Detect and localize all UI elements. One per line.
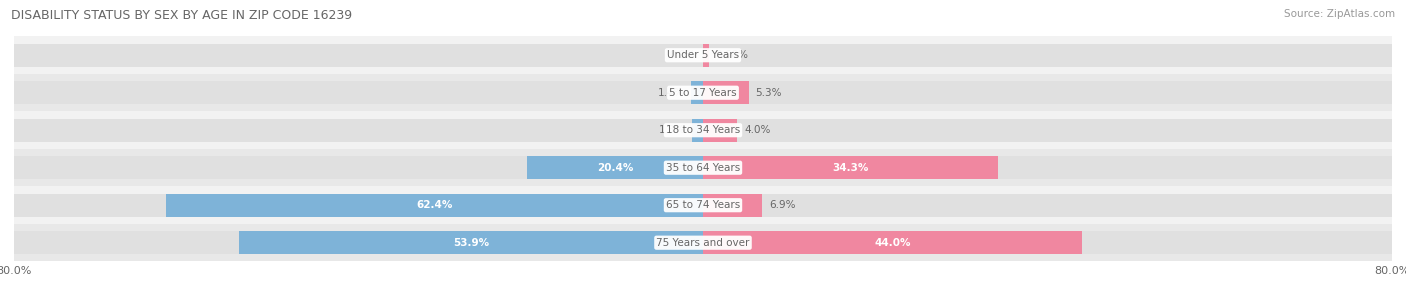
- Bar: [239, 231, 703, 254]
- Bar: [703, 156, 998, 179]
- Text: 34.3%: 34.3%: [832, 163, 869, 173]
- Text: DISABILITY STATUS BY SEX BY AGE IN ZIP CODE 16239: DISABILITY STATUS BY SEX BY AGE IN ZIP C…: [11, 9, 353, 22]
- Bar: [703, 156, 1392, 179]
- Text: 0.68%: 0.68%: [716, 50, 749, 60]
- Bar: [527, 156, 703, 179]
- Text: 18 to 34 Years: 18 to 34 Years: [666, 125, 740, 135]
- Text: 62.4%: 62.4%: [416, 200, 453, 210]
- Bar: [692, 119, 703, 142]
- Bar: [14, 43, 703, 67]
- Bar: [14, 74, 1392, 112]
- Text: 65 to 74 Years: 65 to 74 Years: [666, 200, 740, 210]
- Text: 44.0%: 44.0%: [875, 238, 911, 248]
- Text: 0.0%: 0.0%: [669, 50, 696, 60]
- Text: 5 to 17 Years: 5 to 17 Years: [669, 88, 737, 98]
- Bar: [14, 194, 703, 217]
- Bar: [690, 81, 703, 104]
- Bar: [703, 43, 709, 67]
- Text: 20.4%: 20.4%: [598, 163, 633, 173]
- Bar: [703, 194, 762, 217]
- Bar: [703, 119, 738, 142]
- Bar: [14, 112, 1392, 149]
- Text: Source: ZipAtlas.com: Source: ZipAtlas.com: [1284, 9, 1395, 19]
- Text: 1.3%: 1.3%: [658, 125, 685, 135]
- Bar: [703, 194, 1392, 217]
- Bar: [14, 149, 1392, 186]
- Bar: [703, 81, 748, 104]
- Text: 35 to 64 Years: 35 to 64 Years: [666, 163, 740, 173]
- Bar: [14, 231, 703, 254]
- Bar: [14, 224, 1392, 261]
- Bar: [703, 81, 1392, 104]
- Bar: [14, 119, 703, 142]
- Bar: [14, 156, 703, 179]
- Bar: [703, 43, 1392, 67]
- Bar: [703, 231, 1392, 254]
- Text: 53.9%: 53.9%: [453, 238, 489, 248]
- Text: 6.9%: 6.9%: [769, 200, 796, 210]
- Bar: [14, 186, 1392, 224]
- Bar: [166, 194, 703, 217]
- Bar: [14, 81, 703, 104]
- Bar: [703, 231, 1083, 254]
- Text: 5.3%: 5.3%: [755, 88, 782, 98]
- Text: 75 Years and over: 75 Years and over: [657, 238, 749, 248]
- Bar: [14, 36, 1392, 74]
- Text: Under 5 Years: Under 5 Years: [666, 50, 740, 60]
- Text: 1.4%: 1.4%: [658, 88, 685, 98]
- Text: 4.0%: 4.0%: [744, 125, 770, 135]
- Bar: [703, 119, 1392, 142]
